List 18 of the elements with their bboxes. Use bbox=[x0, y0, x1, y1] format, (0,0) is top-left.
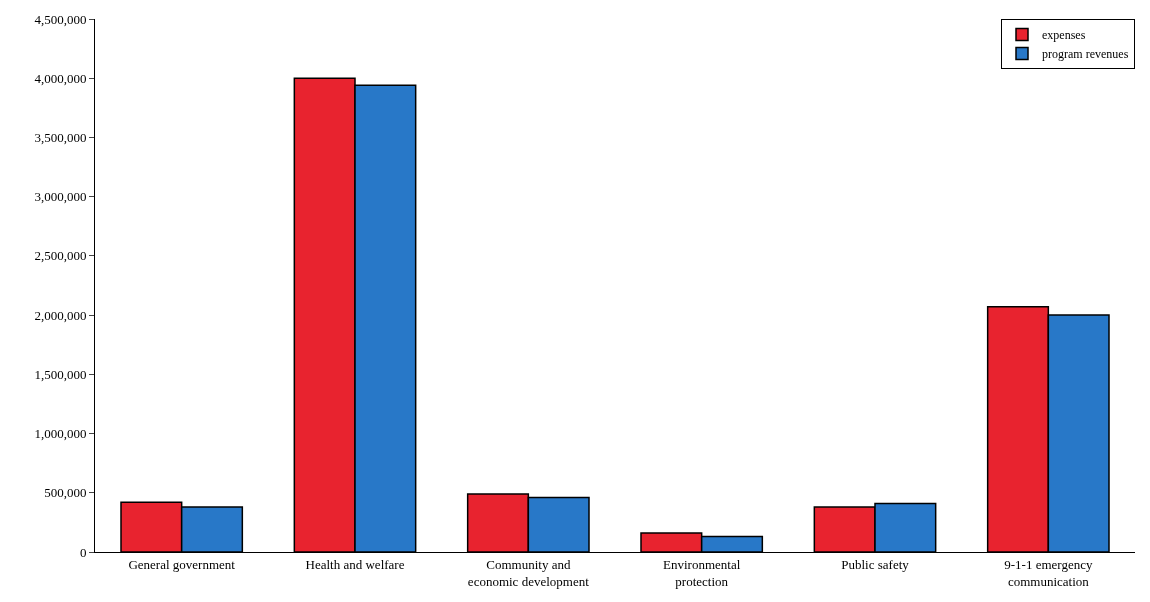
legend-label: expenses bbox=[1042, 28, 1086, 43]
y-tick-label: 500,000 bbox=[44, 485, 87, 501]
y-tick-label: 0 bbox=[79, 544, 87, 560]
y-tick-label: 4,000,000 bbox=[34, 70, 87, 86]
y-tick-label: 3,500,000 bbox=[34, 129, 87, 145]
x-tick-label: Community and economic development bbox=[467, 556, 590, 589]
legend-label: program revenues bbox=[1042, 47, 1129, 62]
x-tick-label: General government bbox=[128, 556, 236, 572]
y-tick-label: 1,000,000 bbox=[34, 426, 87, 442]
y-tick-label: 2,000,000 bbox=[34, 307, 87, 323]
y-tick-label: 4,500,000 bbox=[34, 11, 87, 27]
y-tick-label: 3,000,000 bbox=[34, 189, 87, 205]
x-tick-label: 9-1-1 emergency communication bbox=[1004, 556, 1093, 589]
x-tick-label: Health and welfare bbox=[305, 556, 405, 572]
y-tick-label: 1,500,000 bbox=[34, 366, 87, 382]
x-tick-label: Environmental protection bbox=[663, 556, 741, 589]
x-tick-label: Public safety bbox=[841, 556, 910, 572]
y-tick-label: 2,500,000 bbox=[34, 248, 87, 264]
